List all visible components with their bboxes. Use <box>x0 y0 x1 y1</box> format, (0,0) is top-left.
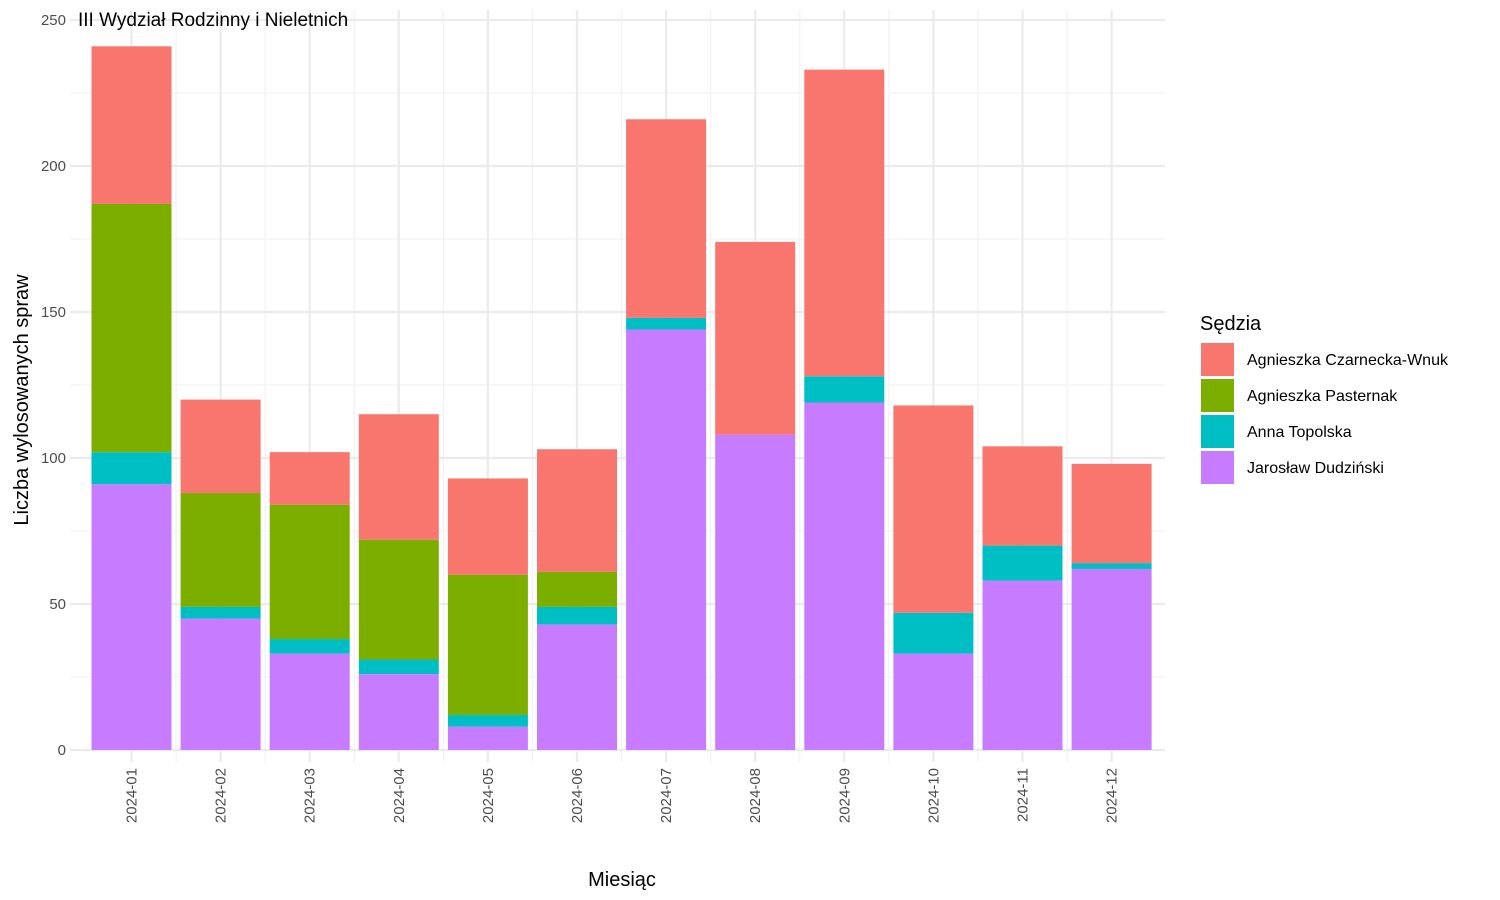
bar-segment <box>447 714 528 727</box>
bar-segment <box>358 414 439 540</box>
legend-label: Anna Topolska <box>1247 424 1352 441</box>
bar-segment <box>982 580 1063 750</box>
bar-segment <box>1071 463 1152 564</box>
legend-key <box>1201 379 1234 412</box>
bar-segment <box>626 329 707 750</box>
x-tick-label: 2024-08 <box>747 768 764 823</box>
x-axis-ticks: 2024-01 2024-02 2024-03 2024-04 2024-05 2024-… <box>124 768 1121 823</box>
bar-segment <box>269 452 350 505</box>
x-tick-label: 2024-01 <box>124 768 141 823</box>
y-tick-label: 100 <box>41 450 66 467</box>
x-tick-label: 2024-03 <box>302 768 319 823</box>
x-tick-label: 2024-09 <box>836 768 853 823</box>
bar-segment <box>537 571 617 607</box>
x-tick-label: 2024-11 <box>1015 768 1032 822</box>
y-tick-label: 250 <box>41 12 66 29</box>
legend-label: Jarosław Dudziński <box>1247 460 1384 477</box>
bar-segment <box>982 545 1063 581</box>
y-tick-label: 200 <box>41 158 66 175</box>
y-tick-label: 0 <box>58 742 66 759</box>
bar-segment <box>180 399 261 494</box>
bar-segment <box>537 449 617 572</box>
bar-segment <box>91 46 172 204</box>
bar-segment <box>358 539 439 660</box>
bar-segment <box>91 203 172 453</box>
bar-segment <box>91 484 172 750</box>
bar-segment <box>715 434 796 750</box>
bar-segment <box>1071 568 1152 750</box>
bar-segment <box>269 504 350 640</box>
legend-title: Sędzia <box>1200 313 1262 335</box>
bar-segment <box>269 639 350 654</box>
bar-segment <box>893 612 974 654</box>
legend-key <box>1201 415 1234 448</box>
x-tick-label: 2024-06 <box>569 768 586 823</box>
y-axis-title: Liczba wylosowanych spraw <box>11 274 33 526</box>
bar-segment <box>537 624 617 750</box>
legend-key <box>1201 451 1234 484</box>
chart-title: III Wydział Rodzinny i Nieletnich <box>78 10 348 31</box>
bar-segment <box>537 606 617 625</box>
legend-label: Agnieszka Czarnecka-Wnuk <box>1247 352 1449 369</box>
bar-segment <box>91 452 172 485</box>
bar-segment <box>1071 563 1152 569</box>
bar-segment <box>893 405 974 613</box>
x-tick-label: 2024-05 <box>480 768 497 823</box>
bar-segment <box>804 69 885 377</box>
x-tick-label: 2024-02 <box>213 768 230 823</box>
bar-segment <box>715 241 796 435</box>
bar-segment <box>358 674 439 750</box>
legend-label: Agnieszka Pasternak <box>1247 388 1398 405</box>
bar-segment <box>804 376 885 403</box>
y-tick-label: 50 <box>49 596 66 613</box>
bar-segment <box>447 726 528 750</box>
bar-segment <box>982 446 1063 546</box>
x-tick-label: 2024-10 <box>925 768 942 823</box>
bar-segment <box>626 317 707 330</box>
bar-segment <box>180 606 261 619</box>
x-tick-label: 2024-07 <box>658 768 675 823</box>
bar-segment <box>180 493 261 607</box>
bar-segment <box>269 653 350 750</box>
x-tick-label: 2024-12 <box>1104 768 1121 823</box>
bar-segment <box>447 574 528 715</box>
legend: Sędzia Agnieszka Czarnecka-Wnuk Agnieszka… <box>1200 313 1449 484</box>
bar-segment <box>180 618 261 750</box>
bar-segment <box>626 119 707 318</box>
x-axis-title: Miesiąc <box>588 869 656 891</box>
bar-segment <box>447 478 528 575</box>
x-tick-label: 2024-04 <box>391 768 408 823</box>
bar-segment <box>893 653 974 750</box>
y-axis-ticks: 0 50 100 150 200 250 <box>41 12 66 759</box>
legend-key <box>1201 343 1234 376</box>
y-tick-label: 150 <box>41 304 66 321</box>
bar-segment <box>358 659 439 675</box>
bar-segment <box>804 402 885 750</box>
bars <box>91 46 1152 750</box>
grid-minor <box>70 10 1165 762</box>
